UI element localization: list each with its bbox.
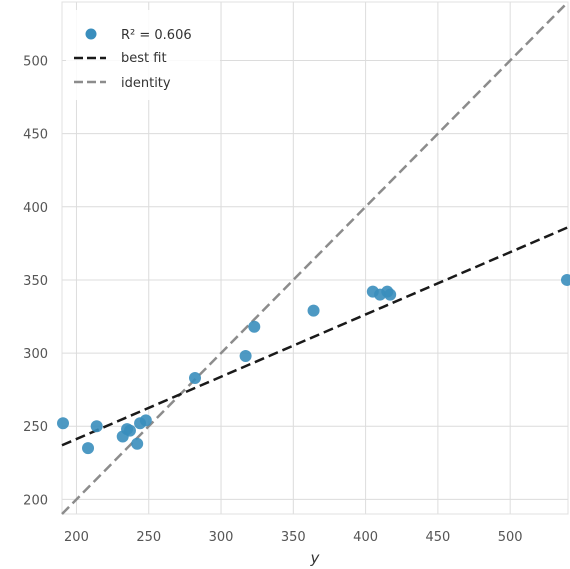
scatter-points <box>57 273 570 455</box>
x-tick-label-300: 300 <box>209 530 234 545</box>
data-point-1 <box>82 442 95 455</box>
y-tick-label-500: 500 <box>23 55 48 70</box>
data-point-11 <box>248 320 261 333</box>
y-tick-label-250: 250 <box>23 420 48 435</box>
best-fit-line <box>61 226 569 447</box>
data-point-10 <box>239 350 252 363</box>
x-tick-label-250: 250 <box>136 530 161 545</box>
y-tick-label-450: 450 <box>23 128 48 143</box>
plot-area <box>61 1 569 515</box>
legend-label-best-fit: best fit <box>121 51 167 66</box>
y-tick-label-350: 350 <box>23 274 48 289</box>
x-tick-label-200: 200 <box>64 530 89 545</box>
data-point-12 <box>307 304 320 317</box>
data-point-5 <box>123 424 136 437</box>
y-tick-label-400: 400 <box>23 201 48 216</box>
legend: R² = 0.606 best fit identity <box>66 10 220 100</box>
data-point-8 <box>139 414 152 427</box>
data-point-6 <box>131 437 144 450</box>
data-point-17 <box>561 273 570 286</box>
y-tick-labels: 200 250 300 350 400 450 500 <box>23 55 48 509</box>
legend-label-r2: R² = 0.606 <box>121 28 192 43</box>
x-tick-labels: 200 250 300 350 400 450 500 <box>64 530 523 545</box>
data-point-9 <box>189 371 202 384</box>
data-point-0 <box>57 417 69 430</box>
x-tick-label-400: 400 <box>353 530 378 545</box>
legend-marker-r2 <box>85 28 97 40</box>
x-tick-label-500: 500 <box>498 530 523 545</box>
x-axis-label: y <box>310 549 321 567</box>
x-tick-label-450: 450 <box>425 530 450 545</box>
data-point-2 <box>90 420 103 433</box>
y-tick-label-200: 200 <box>23 493 48 508</box>
best-fit-line-layer <box>61 226 569 447</box>
y-tick-label-300: 300 <box>23 347 48 362</box>
x-tick-label-350: 350 <box>281 530 306 545</box>
legend-label-identity: identity <box>121 76 171 91</box>
data-point-16 <box>384 288 397 301</box>
grid-lines <box>62 2 568 514</box>
